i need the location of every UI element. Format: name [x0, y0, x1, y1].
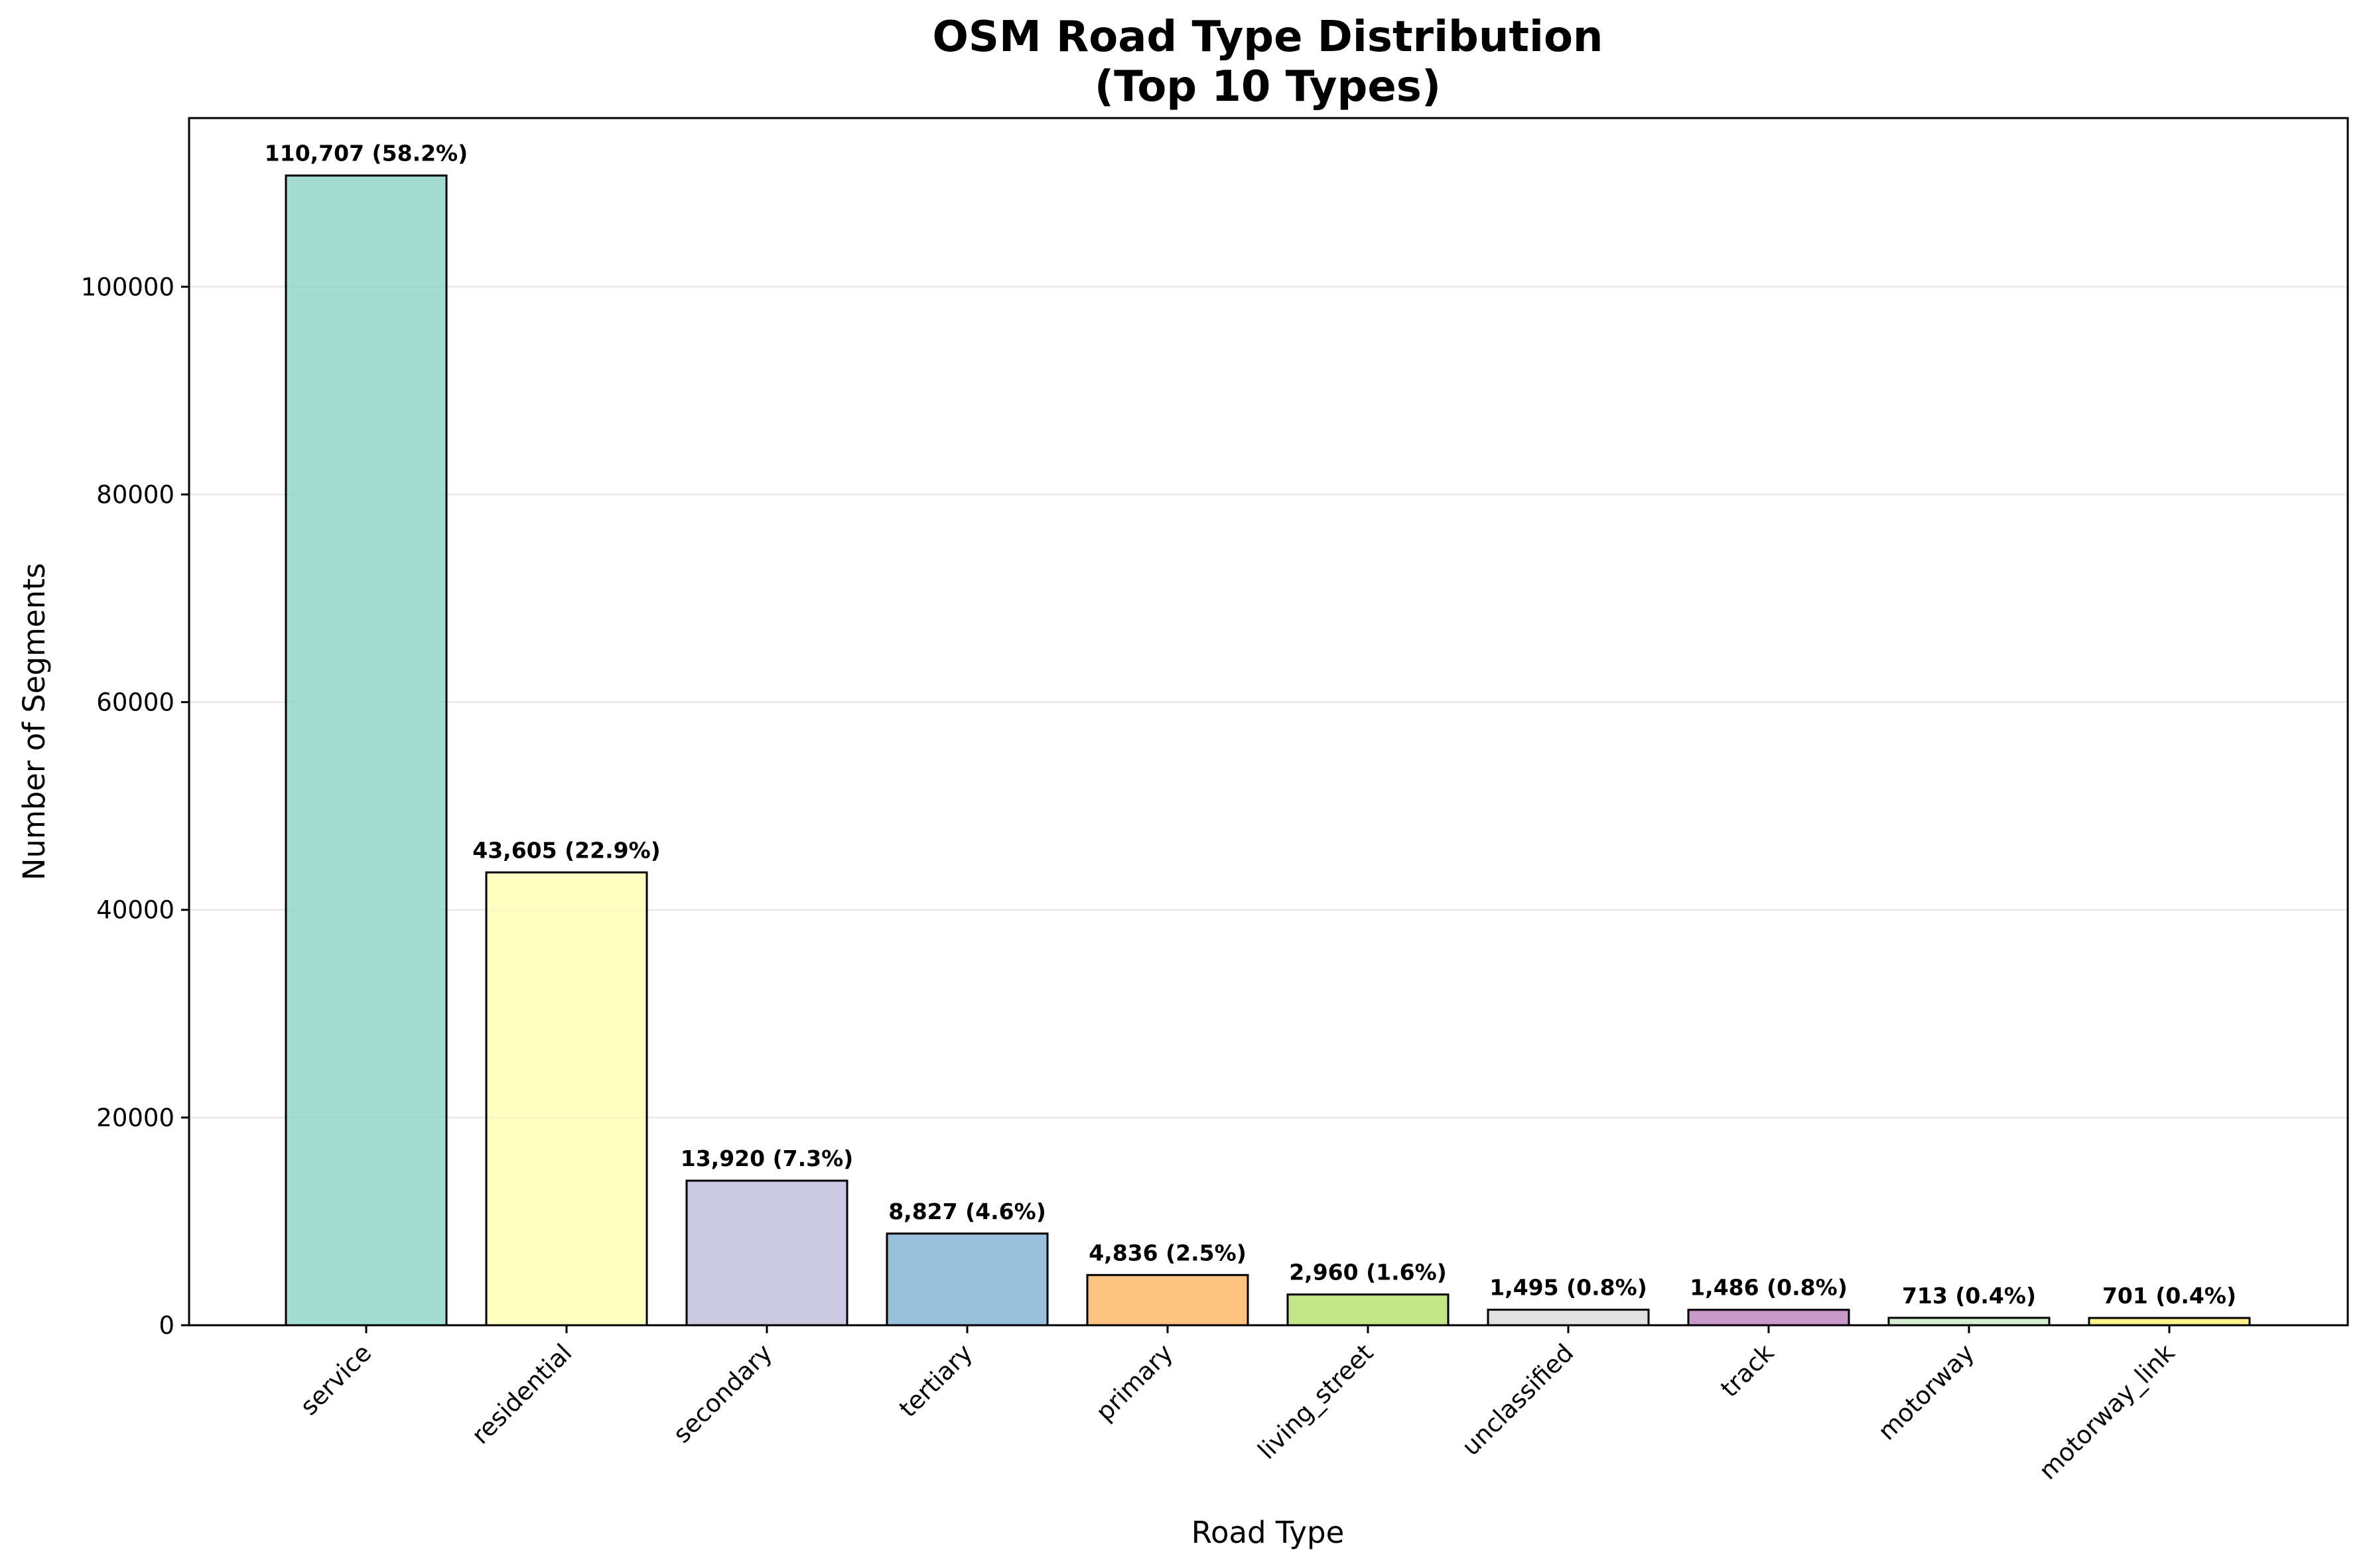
x-tick-label: motorway [1873, 1339, 1980, 1446]
bar-tertiary [886, 1232, 1049, 1327]
y-tick-label: 80000 [96, 480, 174, 509]
data-label: 713 (0.4%) [1902, 1283, 2036, 1309]
data-label: 701 (0.4%) [2102, 1283, 2236, 1309]
x-tick-label: primary [1091, 1339, 1179, 1427]
y-tick-label: 60000 [96, 688, 174, 717]
bar-living_street [1286, 1293, 1450, 1327]
x-tick-label: motorway_link [2033, 1339, 2181, 1486]
bar-residential [485, 871, 648, 1327]
x-tick-label: service [295, 1339, 377, 1421]
plot-frame [188, 117, 2349, 1327]
y-tick-label: 0 [159, 1311, 174, 1340]
y-tick-label: 20000 [96, 1104, 174, 1132]
bar-secondary [685, 1179, 848, 1327]
x-tick-label: residential [466, 1339, 578, 1450]
bar-unclassified [1487, 1309, 1650, 1327]
data-label: 4,836 (2.5%) [1089, 1240, 1247, 1266]
bar-service [285, 174, 448, 1327]
chart-title-line-2: (Top 10 Types) [1095, 62, 1441, 111]
data-label: 2,960 (1.6%) [1289, 1260, 1447, 1285]
x-axis: service residential secondary tertiary prima… [295, 1325, 2181, 1485]
bar-motorway [1887, 1317, 2051, 1327]
data-label: 1,486 (0.8%) [1690, 1275, 1848, 1301]
y-tick-label: 100000 [81, 273, 174, 301]
data-labels-layer: 110,707 (58.2%) 43,605 (22.9%) 13,920 (7.3… [265, 141, 2236, 1309]
x-tick-label: living_street [1252, 1339, 1379, 1465]
x-tick-label: unclassified [1456, 1339, 1579, 1461]
x-axis-label: Road Type [1191, 1515, 1345, 1550]
x-tick-label: secondary [667, 1339, 778, 1449]
data-label: 1,495 (0.8%) [1489, 1275, 1647, 1301]
y-axis: 0 20000 40000 60000 80000 100000 [81, 273, 189, 1340]
bar-primary [1086, 1274, 1249, 1327]
data-label: 8,827 (4.6%) [888, 1199, 1046, 1224]
bars-layer [285, 174, 2251, 1327]
data-label: 43,605 (22.9%) [472, 837, 660, 863]
data-label: 110,707 (58.2%) [265, 141, 468, 166]
bar-track [1687, 1309, 1850, 1327]
data-label: 13,920 (7.3%) [681, 1145, 854, 1171]
y-tick-label: 40000 [96, 896, 174, 925]
x-tick-label: track [1715, 1339, 1779, 1403]
chart-title-line-1: OSM Road Type Distribution [933, 13, 1603, 62]
y-axis-label: Number of Segments [17, 563, 52, 881]
bar-motorway_link [2088, 1317, 2251, 1327]
x-tick-label: tertiary [894, 1339, 978, 1423]
